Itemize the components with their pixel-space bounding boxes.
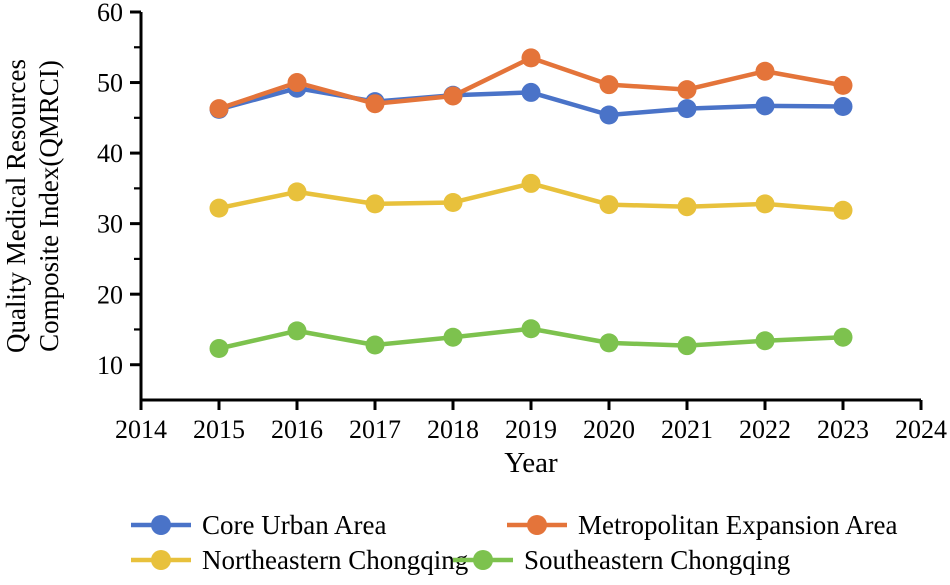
data-point-northeastern-chongqing — [833, 200, 853, 220]
y-tick-label: 20 — [97, 280, 123, 309]
data-point-southeastern-chongqing — [287, 321, 307, 341]
data-point-southeastern-chongqing — [833, 327, 853, 347]
data-point-metropolitan-expansion-area — [365, 94, 385, 114]
data-point-southeastern-chongqing — [755, 331, 775, 351]
y-axis-title-line2: Composite Index(QMRCI) — [34, 60, 64, 352]
x-tick-label: 2019 — [505, 415, 557, 444]
data-point-northeastern-chongqing — [287, 182, 307, 202]
data-point-core-urban-area — [833, 97, 853, 117]
x-tick-label: 2014 — [115, 415, 167, 444]
y-tick-label: 40 — [97, 139, 123, 168]
data-point-metropolitan-expansion-area — [833, 75, 853, 95]
data-point-core-urban-area — [677, 99, 697, 119]
y-tick-label: 10 — [97, 351, 123, 380]
legend-marker-northeastern-chongqing — [131, 550, 191, 570]
data-point-metropolitan-expansion-area — [521, 48, 541, 68]
legend-label: Southeastern Chongqing — [524, 544, 791, 575]
data-point-metropolitan-expansion-area — [209, 99, 229, 119]
x-tick-label: 2023 — [817, 415, 869, 444]
x-tick-label: 2021 — [661, 415, 713, 444]
x-tick-label: 2024 — [895, 415, 947, 444]
y-tick-label: 30 — [97, 210, 123, 239]
data-point-southeastern-chongqing — [521, 319, 541, 339]
x-tick-label: 2020 — [583, 415, 635, 444]
x-tick-label: 2018 — [427, 415, 479, 444]
legend-marker-metropolitan-expansion-area — [507, 515, 567, 535]
data-point-southeastern-chongqing — [365, 335, 385, 355]
data-point-southeastern-chongqing — [443, 327, 463, 347]
data-point-metropolitan-expansion-area — [443, 86, 463, 106]
x-tick-label: 2015 — [193, 415, 245, 444]
data-point-metropolitan-expansion-area — [599, 75, 619, 95]
data-point-core-urban-area — [755, 96, 775, 116]
x-tick-label: 2017 — [349, 415, 401, 444]
data-point-metropolitan-expansion-area — [677, 80, 697, 100]
legend-item-northeastern-chongqing: Northeastern Chongqing — [130, 546, 468, 574]
y-tick-label: 60 — [97, 0, 123, 27]
data-point-southeastern-chongqing — [209, 339, 229, 359]
data-point-metropolitan-expansion-area — [287, 73, 307, 93]
legend-marker-southeastern-chongqing — [453, 550, 513, 570]
legend-item-metropolitan-expansion-area: Metropolitan Expansion Area — [506, 511, 897, 539]
legend-label: Core Urban Area — [202, 509, 387, 540]
legend-marker-core-urban-area — [131, 515, 191, 535]
legend-item-core-urban-area: Core Urban Area — [130, 511, 386, 539]
data-point-core-urban-area — [599, 105, 619, 125]
data-point-northeastern-chongqing — [365, 194, 385, 214]
data-point-northeastern-chongqing — [677, 197, 697, 217]
data-point-southeastern-chongqing — [677, 336, 697, 356]
x-tick-label: 2016 — [271, 415, 323, 444]
line-chart-canvas: 10 20 30 40 50 60 2014 2015 2016 2017 2018 2019 2020… — [1, 0, 947, 479]
data-point-core-urban-area — [521, 82, 541, 102]
legend-item-southeastern-chongqing: Southeastern Chongqing — [452, 546, 790, 574]
legend-label: Northeastern Chongqing — [202, 544, 469, 575]
data-point-northeastern-chongqing — [599, 195, 619, 215]
data-point-northeastern-chongqing — [521, 173, 541, 193]
data-point-metropolitan-expansion-area — [755, 61, 775, 81]
data-point-southeastern-chongqing — [599, 333, 619, 353]
data-point-northeastern-chongqing — [755, 194, 775, 214]
legend-label: Metropolitan Expansion Area — [578, 509, 898, 540]
x-tick-label: 2022 — [739, 415, 791, 444]
data-point-northeastern-chongqing — [209, 198, 229, 218]
x-axis-title: Year — [504, 447, 558, 479]
y-axis-title-line1: Quality Medical Resources — [1, 59, 31, 353]
y-tick-label: 50 — [97, 69, 123, 98]
data-point-northeastern-chongqing — [443, 192, 463, 212]
